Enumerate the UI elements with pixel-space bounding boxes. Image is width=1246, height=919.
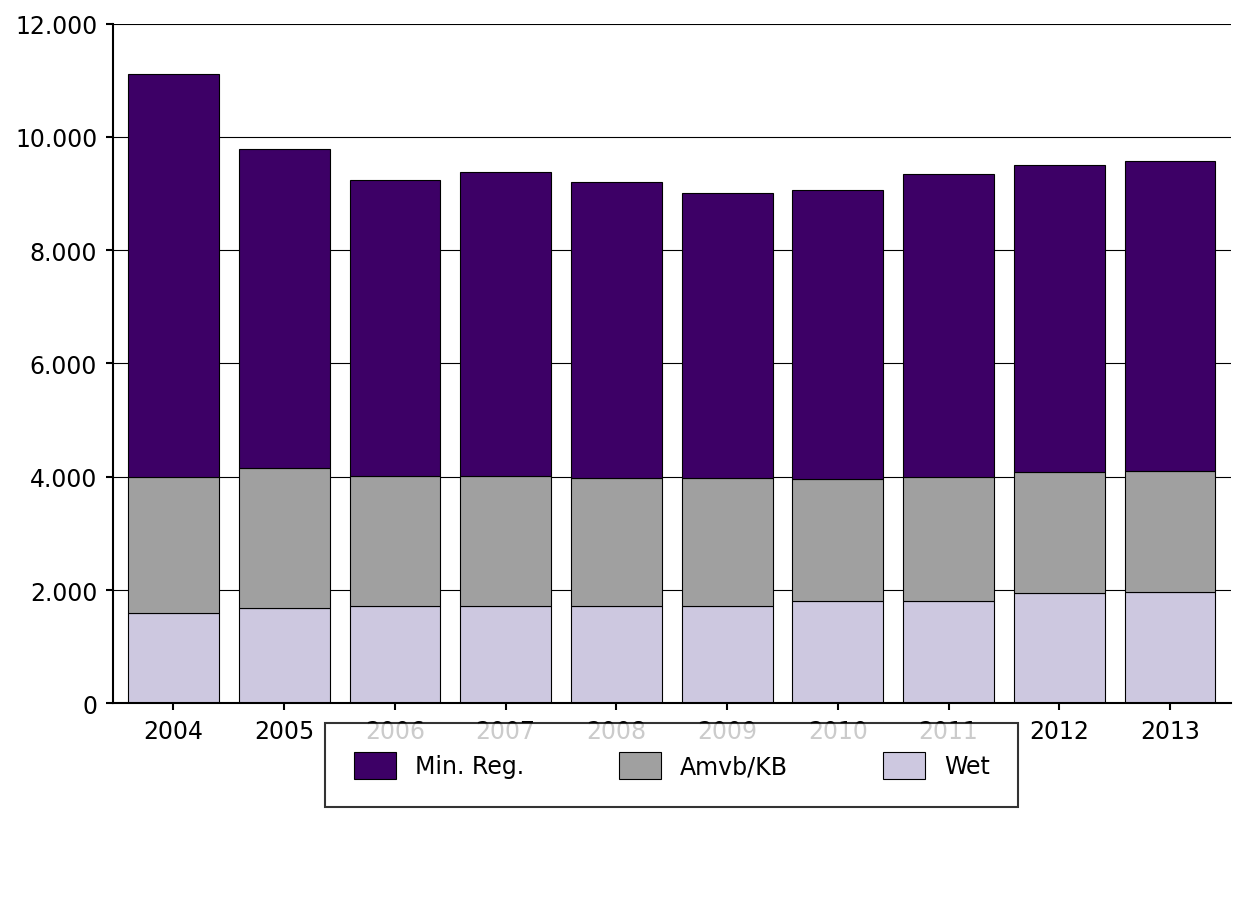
- Bar: [1014, 472, 1105, 594]
- Bar: [792, 602, 883, 704]
- Bar: [903, 478, 994, 601]
- Bar: [128, 477, 219, 613]
- Bar: [128, 613, 219, 704]
- Bar: [350, 181, 440, 477]
- Bar: [460, 173, 551, 476]
- Bar: [792, 191, 883, 480]
- Bar: [1014, 165, 1105, 472]
- Bar: [571, 183, 662, 479]
- Bar: [350, 607, 440, 704]
- Bar: [682, 607, 773, 704]
- Bar: [792, 480, 883, 602]
- Bar: [571, 479, 662, 607]
- Bar: [1125, 162, 1216, 471]
- Bar: [682, 194, 773, 479]
- Bar: [460, 476, 551, 607]
- Bar: [571, 607, 662, 704]
- Bar: [1125, 592, 1216, 704]
- Bar: [239, 608, 330, 704]
- Bar: [1014, 594, 1105, 704]
- Bar: [128, 75, 219, 477]
- Bar: [350, 477, 440, 607]
- Bar: [239, 468, 330, 608]
- Legend: Min. Reg., Amvb/KB, Wet: Min. Reg., Amvb/KB, Wet: [325, 723, 1018, 807]
- Bar: [903, 601, 994, 704]
- Bar: [1125, 471, 1216, 592]
- Bar: [682, 479, 773, 607]
- Bar: [903, 175, 994, 478]
- Bar: [239, 150, 330, 468]
- Bar: [460, 607, 551, 704]
